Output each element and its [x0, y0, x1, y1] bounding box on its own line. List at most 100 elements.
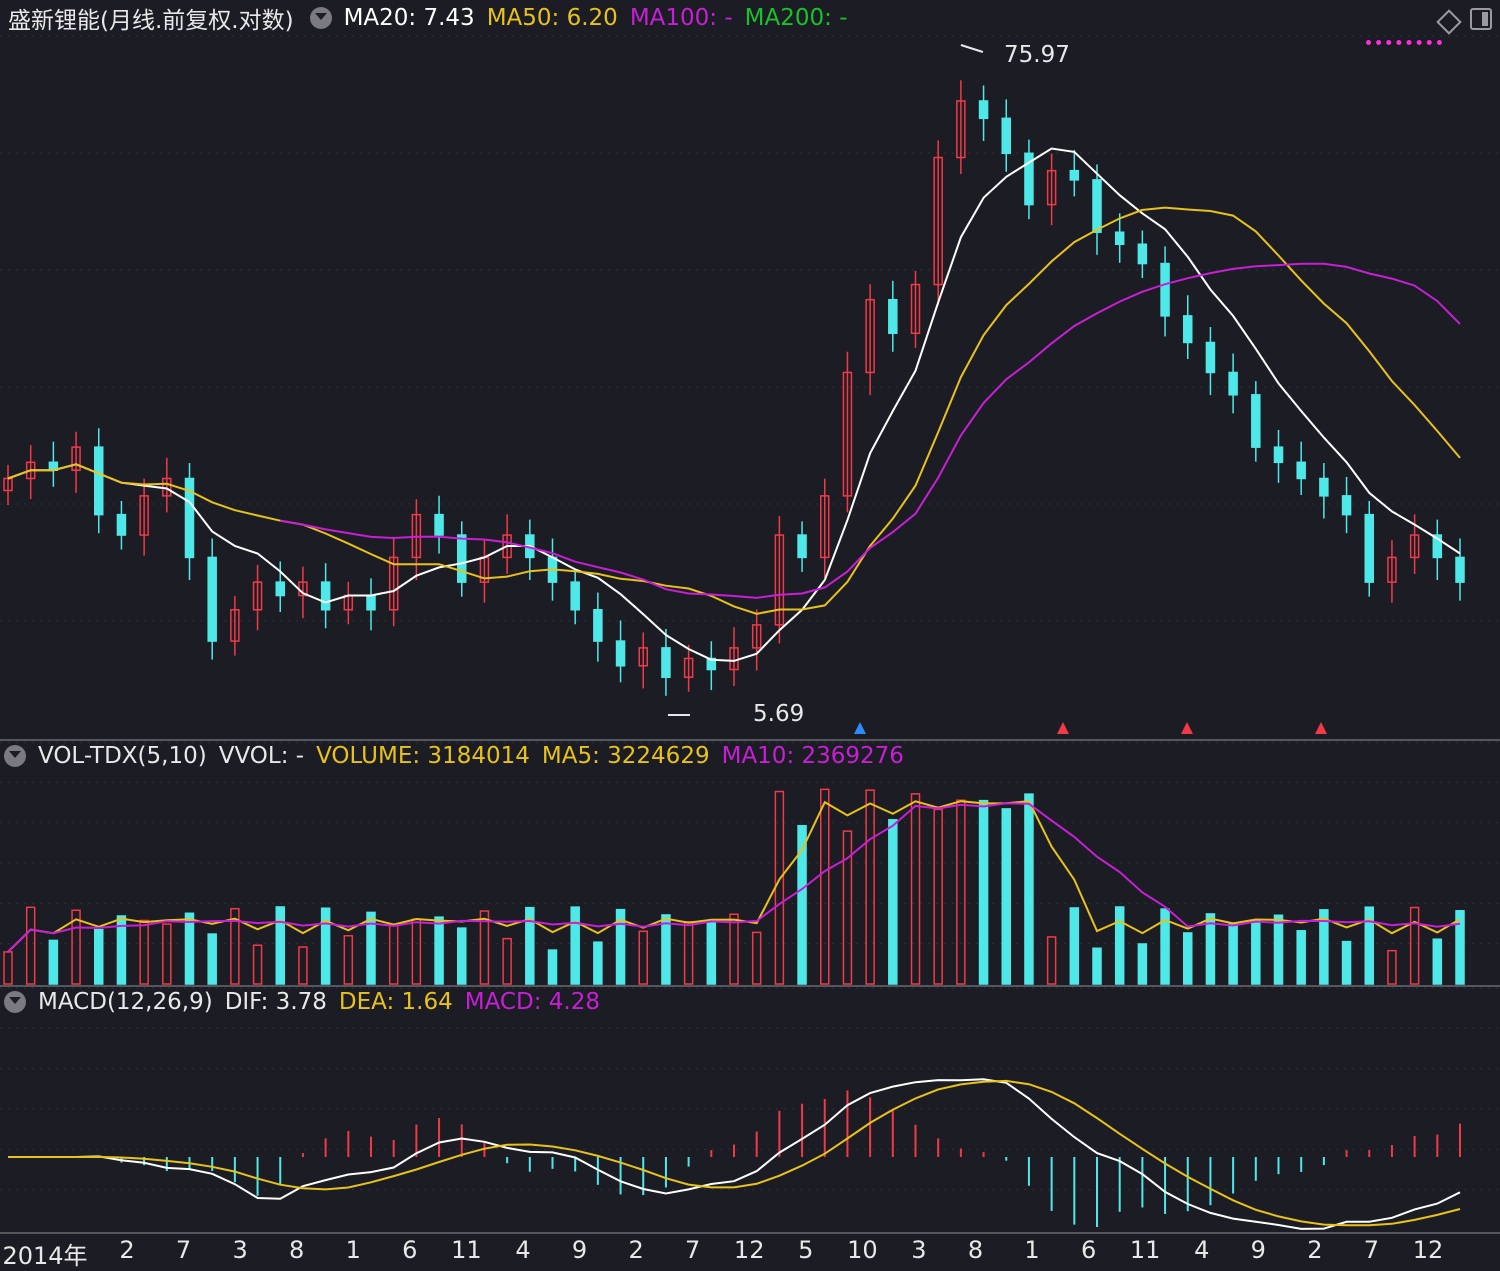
volume-bar: [94, 928, 104, 985]
dif-label: DIF: 3.78: [224, 989, 327, 1015]
volume-bar: [207, 933, 217, 985]
candle-body: [1024, 152, 1034, 206]
candle-body: [434, 513, 444, 536]
candle-body: [978, 100, 989, 120]
x-axis-label: 7: [175, 1236, 192, 1264]
dea-label: DEA: 1.64: [338, 989, 453, 1015]
candle-body: [661, 647, 671, 678]
candle-body: [797, 534, 807, 559]
high-annotation: 75.97: [1004, 42, 1070, 68]
panel-toggle-icon[interactable]: [1470, 8, 1492, 30]
volume-bar: [479, 910, 490, 985]
volume-bar: [184, 912, 195, 985]
volume-bar: [525, 906, 535, 985]
volume-bar: [434, 916, 444, 985]
volume-bar: [139, 919, 149, 985]
volume-bar: [933, 808, 943, 985]
settings-icon[interactable]: [309, 7, 332, 29]
ma100-label: MA100: -: [629, 5, 733, 31]
x-axis-label: 2: [1307, 1236, 1323, 1264]
x-axis-label: 12: [733, 1236, 765, 1264]
x-axis-label: 2: [628, 1236, 644, 1264]
candle-body: [1205, 341, 1216, 374]
candle-body: [275, 581, 285, 597]
candle-body: [751, 624, 762, 649]
volume-title: VOL-TDX(5,10): [38, 743, 207, 769]
x-axis-label: 12: [1412, 1236, 1444, 1264]
volume-legend: VOL-TDX(5,10) VVOL: - VOLUME: 3184014 MA…: [0, 739, 916, 773]
macd-value-label: MACD: 4.28: [464, 989, 600, 1015]
candle-body: [1319, 477, 1329, 497]
diamond-icon[interactable]: [1436, 9, 1462, 35]
candle-body: [683, 657, 694, 678]
candle-body: [638, 647, 648, 667]
candle-body: [1001, 117, 1011, 155]
volume-bar: [706, 921, 717, 985]
vol-ma10-line: [7, 802, 1461, 953]
x-axis-label: 2014年: [2, 1242, 88, 1270]
x-axis-label: 4: [515, 1236, 531, 1264]
candle-body: [570, 581, 580, 611]
settings-icon[interactable]: [4, 991, 26, 1013]
candle-body: [615, 640, 626, 667]
x-axis-label: 2: [119, 1236, 135, 1264]
volume-bar: [71, 909, 81, 985]
settings-icon[interactable]: [4, 745, 26, 767]
x-axis-label: 11: [1129, 1236, 1161, 1264]
candle-body: [706, 657, 717, 671]
volume-bar: [457, 927, 467, 985]
candle-body: [593, 609, 603, 642]
candle-body: [910, 283, 921, 335]
x-axis-label: 6: [402, 1236, 418, 1264]
ma10-label: MA10: 2369276: [721, 743, 904, 769]
volume-bar: [1432, 938, 1443, 985]
candle-body: [865, 298, 875, 374]
ma50-label: MA50: 6.20: [486, 5, 618, 31]
volume-bar: [1205, 913, 1216, 985]
volume-bar: [502, 937, 512, 985]
candle-body: [774, 534, 785, 626]
x-axis-label: 8: [967, 1236, 984, 1264]
volume-bar: [1273, 914, 1284, 985]
volume-bar: [1455, 910, 1465, 985]
dif-line: [8, 1078, 1461, 1230]
candle-body: [1273, 446, 1284, 464]
volume-bar: [729, 913, 739, 985]
candle-body: [1432, 534, 1443, 559]
candle-body: [230, 609, 240, 642]
high-arrow: [960, 44, 984, 53]
candle-body: [184, 477, 195, 559]
low-value: 5.69: [753, 701, 805, 727]
candle-body: [457, 534, 467, 583]
volume-bar: [1092, 947, 1102, 985]
volume-bar: [3, 951, 13, 985]
x-axis-label: 3: [232, 1236, 248, 1264]
candle-body: [820, 495, 830, 559]
candle-body: [1251, 394, 1261, 448]
volume-bar: [1364, 906, 1374, 985]
volume-bar: [320, 907, 331, 985]
volume-bar: [865, 789, 875, 985]
volume-bar: [343, 935, 354, 985]
volume-bar: [1387, 949, 1397, 985]
candle-body: [388, 556, 399, 611]
volume-bar: [1409, 906, 1420, 985]
signal-marker: [1181, 722, 1193, 734]
volume-bar: [1001, 808, 1011, 985]
volume-bar: [162, 923, 172, 985]
signal-marker: [1057, 722, 1069, 734]
vol-ma5-line: [7, 800, 1461, 953]
candle-body: [1046, 169, 1057, 206]
volume-bar: [1069, 907, 1080, 985]
candle-body: [1069, 169, 1080, 181]
volume-bar: [298, 946, 308, 985]
ma200-label: MA200: -: [744, 5, 848, 31]
price-legend: 盛新锂能(月线.前复权.对数) MA20: 7.43 MA50: 6.20 MA…: [0, 1, 860, 35]
x-axis-label: 8: [289, 1236, 305, 1264]
candle-body: [888, 298, 898, 335]
volume-bar: [774, 790, 785, 985]
x-axis-label: 1: [345, 1236, 361, 1264]
volume-bar: [1251, 920, 1261, 985]
ma20-line: [7, 147, 1461, 662]
